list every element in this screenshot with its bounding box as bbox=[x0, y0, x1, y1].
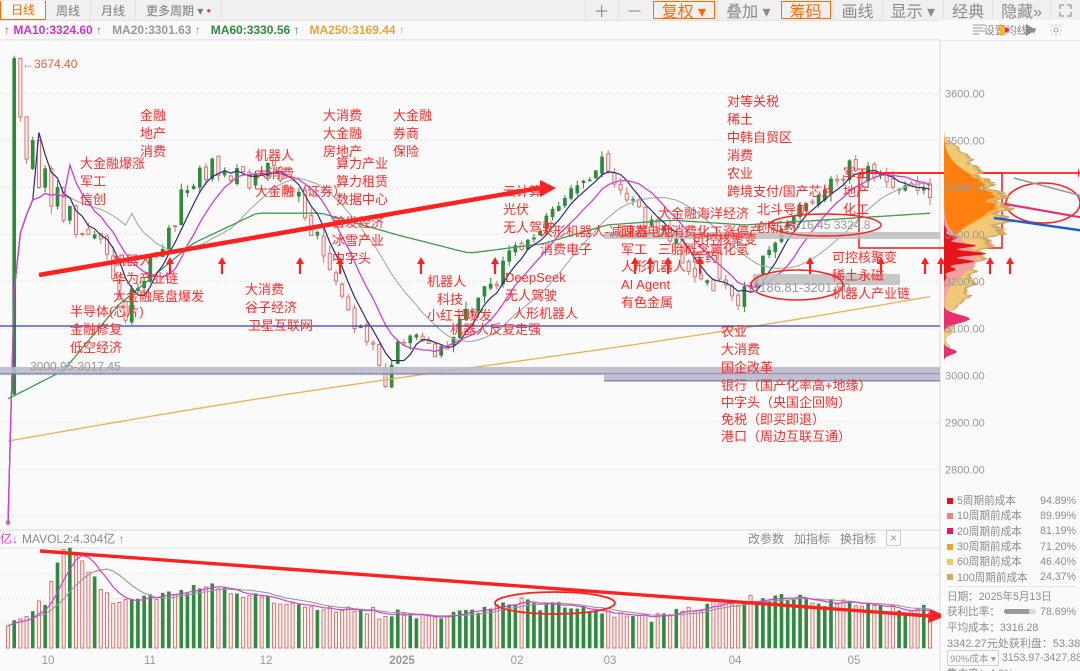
svg-text:银行（国产化率高+地缘）: 银行（国产化率高+地缘） bbox=[721, 378, 872, 393]
svg-text:小红书爆发: 小红书爆发 bbox=[427, 308, 492, 323]
svg-text:国企改革: 国企改革 bbox=[721, 360, 773, 375]
svg-text:医药: 医药 bbox=[692, 250, 718, 265]
svg-text:机器人: 机器人 bbox=[255, 148, 294, 163]
svg-text:稀土永磁: 稀土永磁 bbox=[832, 268, 884, 283]
svg-text:农业: 农业 bbox=[727, 166, 753, 181]
svg-text:港口（周边互联互通）: 港口（周边互联互通） bbox=[721, 429, 851, 444]
svg-text:农业: 农业 bbox=[721, 324, 747, 339]
svg-text:谷子经济: 谷子经济 bbox=[245, 300, 297, 315]
svg-text:军工: 军工 bbox=[843, 166, 869, 181]
svg-text:机器人: 机器人 bbox=[427, 274, 466, 289]
svg-text:有色金属: 有色金属 bbox=[621, 295, 673, 310]
svg-text:机器人: 机器人 bbox=[113, 253, 152, 268]
svg-text:10: 10 bbox=[42, 655, 55, 667]
svg-text:保险: 保险 bbox=[393, 144, 419, 159]
svg-text:化工: 化工 bbox=[843, 202, 869, 217]
svg-text:创新药: 创新药 bbox=[757, 220, 796, 235]
svg-text:华为产业链: 华为产业链 bbox=[113, 271, 178, 286]
svg-text:固态电池: 固态电池 bbox=[621, 224, 673, 239]
svg-text:3200.00: 3200.00 bbox=[945, 276, 985, 288]
svg-text:卫星互联网: 卫星互联网 bbox=[248, 318, 313, 333]
svg-text:算力产业: 算力产业 bbox=[336, 156, 388, 171]
svg-text:稀土: 稀土 bbox=[727, 112, 753, 127]
svg-text:DeepSeek: DeepSeek bbox=[505, 270, 566, 285]
svg-text:机器人产业链: 机器人产业链 bbox=[832, 286, 910, 301]
svg-text:2900.00: 2900.00 bbox=[945, 417, 985, 429]
svg-text:大金融: 大金融 bbox=[323, 126, 362, 141]
svg-text:3000.00: 3000.00 bbox=[945, 370, 985, 382]
svg-text:消费: 消费 bbox=[727, 148, 753, 163]
svg-text:大金融: 大金融 bbox=[393, 108, 432, 123]
svg-text:3600.00: 3600.00 bbox=[945, 88, 985, 100]
svg-text:3100.00: 3100.00 bbox=[945, 323, 985, 335]
svg-text:大消费: 大消费 bbox=[721, 342, 760, 357]
svg-text:军工: 军工 bbox=[621, 242, 647, 257]
svg-text:北斗导航: 北斗导航 bbox=[757, 202, 809, 217]
svg-text:光伏: 光伏 bbox=[503, 202, 529, 217]
svg-text:3400.00: 3400.00 bbox=[945, 182, 985, 194]
svg-text:03: 03 bbox=[604, 655, 617, 667]
svg-text:大金融尾盘爆发: 大金融尾盘爆发 bbox=[113, 289, 204, 304]
svg-text:数据中心: 数据中心 bbox=[336, 192, 388, 207]
svg-text:←3674.40: ←3674.40 bbox=[22, 57, 78, 71]
svg-text:免税（即买即退）: 免税（即买即退） bbox=[721, 412, 825, 427]
svg-text:云计算: 云计算 bbox=[503, 184, 542, 199]
svg-text:跨境支付/国产芯片: 跨境支付/国产芯片 bbox=[727, 184, 835, 199]
svg-text:军工: 军工 bbox=[80, 174, 106, 189]
svg-text:02: 02 bbox=[511, 655, 524, 667]
svg-text:中字头: 中字头 bbox=[332, 251, 371, 266]
svg-text:地产: 地产 bbox=[843, 184, 869, 199]
svg-text:大金融（证券）: 大金融（证券） bbox=[255, 184, 346, 199]
svg-text:2800.00: 2800.00 bbox=[945, 464, 985, 476]
svg-text:可控核聚变: 可控核聚变 bbox=[692, 232, 757, 247]
svg-text:冰雪产业: 冰雪产业 bbox=[332, 233, 384, 248]
svg-text:大金融爆涨: 大金融爆涨 bbox=[80, 156, 145, 171]
svg-text:科技: 科技 bbox=[437, 292, 463, 307]
svg-text:人形机器人: 人形机器人 bbox=[621, 259, 686, 274]
svg-text:AI Agent: AI Agent bbox=[621, 277, 671, 292]
svg-text:券商: 券商 bbox=[393, 126, 419, 141]
svg-text:大消费: 大消费 bbox=[255, 166, 294, 181]
svg-text:中字头（央国企回购）: 中字头（央国企回购） bbox=[721, 395, 851, 410]
svg-text:消费电子: 消费电子 bbox=[540, 242, 592, 257]
svg-text:3500.00: 3500.00 bbox=[945, 135, 985, 147]
svg-text:半导体(芯片): 半导体(芯片) bbox=[70, 304, 144, 319]
svg-text:大消费: 大消费 bbox=[245, 282, 284, 297]
svg-text:3316.45 3324.8: 3316.45 3324.8 bbox=[787, 218, 871, 232]
svg-text:12: 12 bbox=[260, 655, 273, 667]
svg-text:信创: 信创 bbox=[80, 192, 106, 207]
svg-text:大消费: 大消费 bbox=[323, 108, 362, 123]
svg-text:无人驾驶: 无人驾驶 bbox=[505, 288, 557, 303]
svg-text:可控核聚变: 可控核聚变 bbox=[832, 250, 897, 265]
svg-text:算力租赁: 算力租赁 bbox=[336, 174, 388, 189]
svg-text:大金融海洋经济: 大金融海洋经济 bbox=[658, 206, 749, 221]
svg-text:2025: 2025 bbox=[389, 655, 415, 667]
svg-text:地产: 地产 bbox=[140, 126, 166, 141]
svg-text:05: 05 bbox=[848, 655, 861, 667]
svg-text:低空经济: 低空经济 bbox=[70, 340, 122, 355]
svg-text:首发经济: 首发经济 bbox=[332, 215, 384, 230]
svg-text:中韩自贸区: 中韩自贸区 bbox=[727, 130, 792, 145]
svg-text:11: 11 bbox=[144, 655, 156, 667]
svg-text:3300.00: 3300.00 bbox=[945, 229, 985, 241]
svg-text:人形机器人: 人形机器人 bbox=[513, 306, 578, 321]
svg-text:对等关税: 对等关税 bbox=[727, 94, 779, 109]
svg-text:机器人反复走强: 机器人反复走强 bbox=[450, 322, 541, 337]
svg-text:金融: 金融 bbox=[140, 108, 166, 123]
svg-text:3000.95-3017.45: 3000.95-3017.45 bbox=[30, 360, 121, 374]
svg-text:金融修复: 金融修复 bbox=[70, 322, 122, 337]
svg-text:04: 04 bbox=[729, 655, 742, 667]
